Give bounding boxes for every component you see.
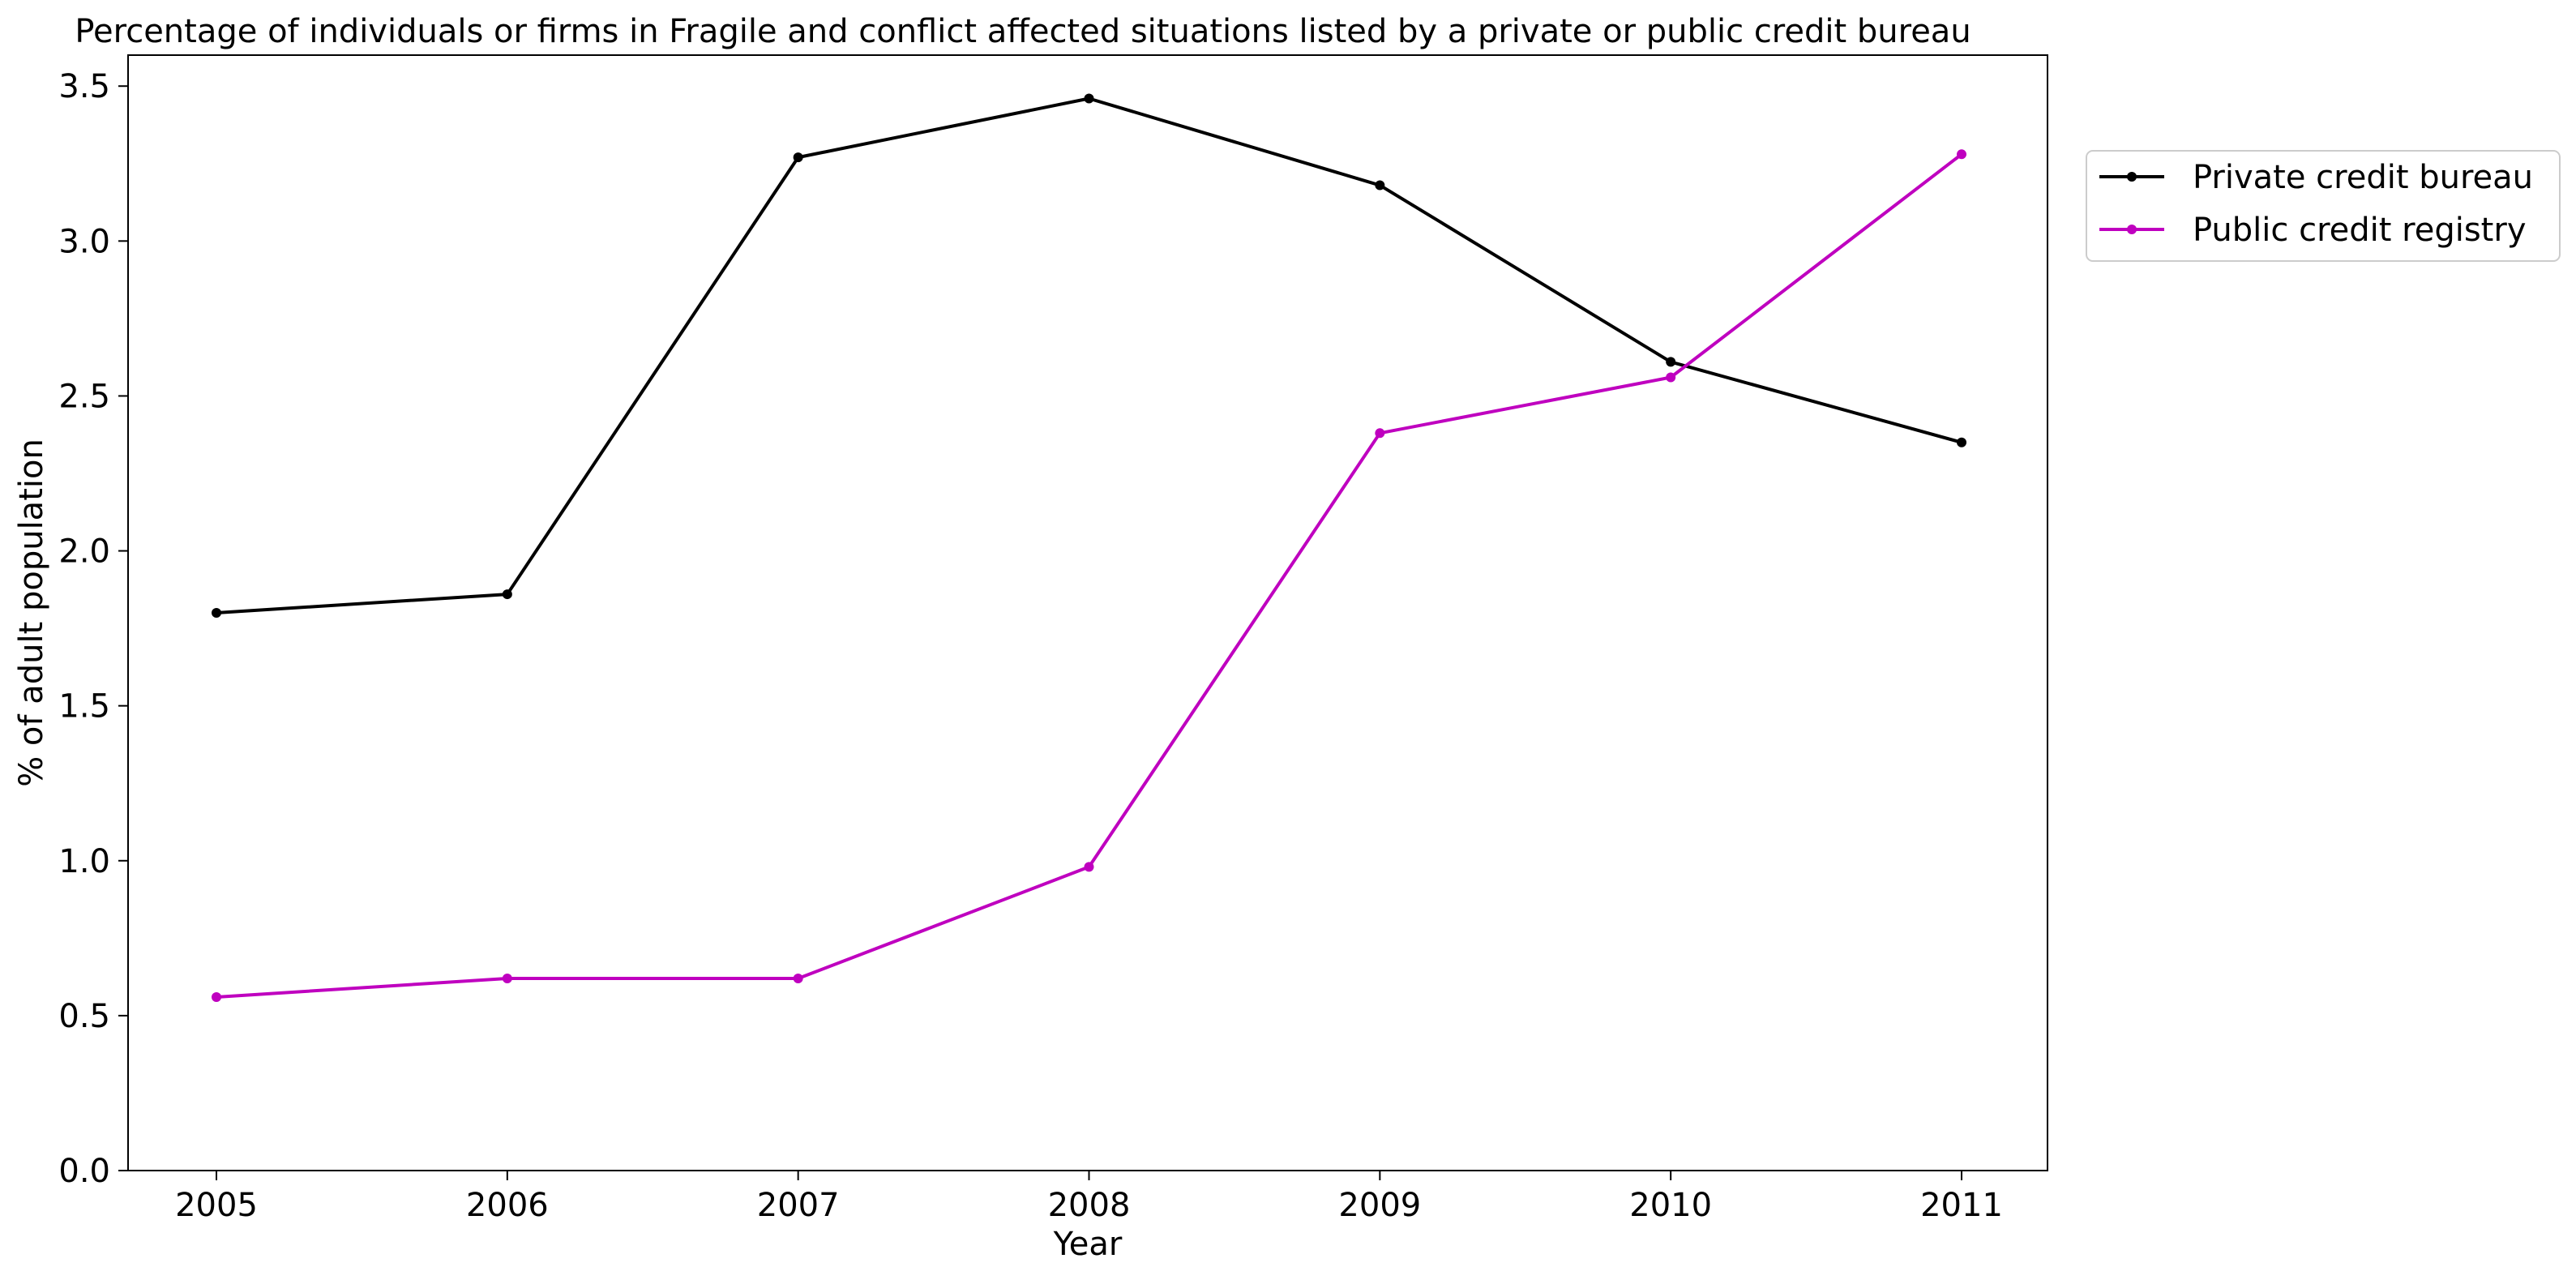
data-point-private-credit-bureau [1375,180,1385,191]
data-point-public-credit-registry [1957,149,1966,160]
y-tick-label: 3.0 [58,223,110,260]
data-point-public-credit-registry [212,991,221,1002]
x-axis-label: Year [1053,1226,1123,1263]
legend-marker-private-credit-bureau [2127,172,2137,182]
legend-marker-public-credit-registry [2127,225,2137,234]
x-tick-label: 2008 [1048,1187,1131,1224]
data-point-private-credit-bureau [793,152,803,163]
legend-label-private-credit-bureau: Private credit bureau [2193,159,2533,196]
series-layer [212,93,1966,1002]
series-public-credit-registry [212,149,1966,1002]
data-point-public-credit-registry [502,974,512,984]
data-point-private-credit-bureau [1666,357,1676,367]
data-point-private-credit-bureau [1084,93,1094,104]
x-tick-label: 2006 [466,1187,549,1224]
y-tick-label: 2.0 [58,533,110,571]
x-tick-label: 2005 [175,1187,258,1224]
y-tick-label: 0.5 [58,998,110,1035]
plot-frame [127,54,2048,1171]
data-point-private-credit-bureau [212,608,221,618]
data-point-private-credit-bureau [1957,437,1966,447]
y-tick-label: 1.0 [58,843,110,880]
x-tick-label: 2011 [1920,1187,2003,1224]
y-axis: 0.0 0.5 1.0 1.5 2.0 2.5 3.0 3.5 [58,68,128,1190]
y-tick-label: 3.5 [58,68,110,105]
data-point-public-credit-registry [1375,428,1385,439]
legend: Private credit bureau Public credit regi… [2086,150,2561,262]
x-tick-label: 2009 [1338,1187,1421,1224]
x-axis: 2005 2006 2007 2008 2009 2010 2011 [175,1171,2003,1224]
series-private-credit-bureau [212,93,1966,618]
data-point-public-credit-registry [1666,372,1676,383]
data-point-public-credit-registry [1084,862,1094,872]
y-tick-label: 0.0 [58,1153,110,1190]
y-tick-label: 1.5 [58,688,110,726]
data-point-public-credit-registry [793,974,803,984]
y-axis-label: % of adult population [13,439,50,787]
y-tick-label: 2.5 [58,378,110,415]
x-tick-label: 2010 [1629,1187,1712,1224]
x-tick-label: 2007 [757,1187,840,1224]
legend-label-public-credit-registry: Public credit registry [2193,212,2526,249]
chart-title: Percentage of individuals or firms in Fr… [75,13,1971,50]
legend-box [2086,150,2561,262]
plot-area [127,54,2048,1171]
data-point-private-credit-bureau [502,589,512,600]
